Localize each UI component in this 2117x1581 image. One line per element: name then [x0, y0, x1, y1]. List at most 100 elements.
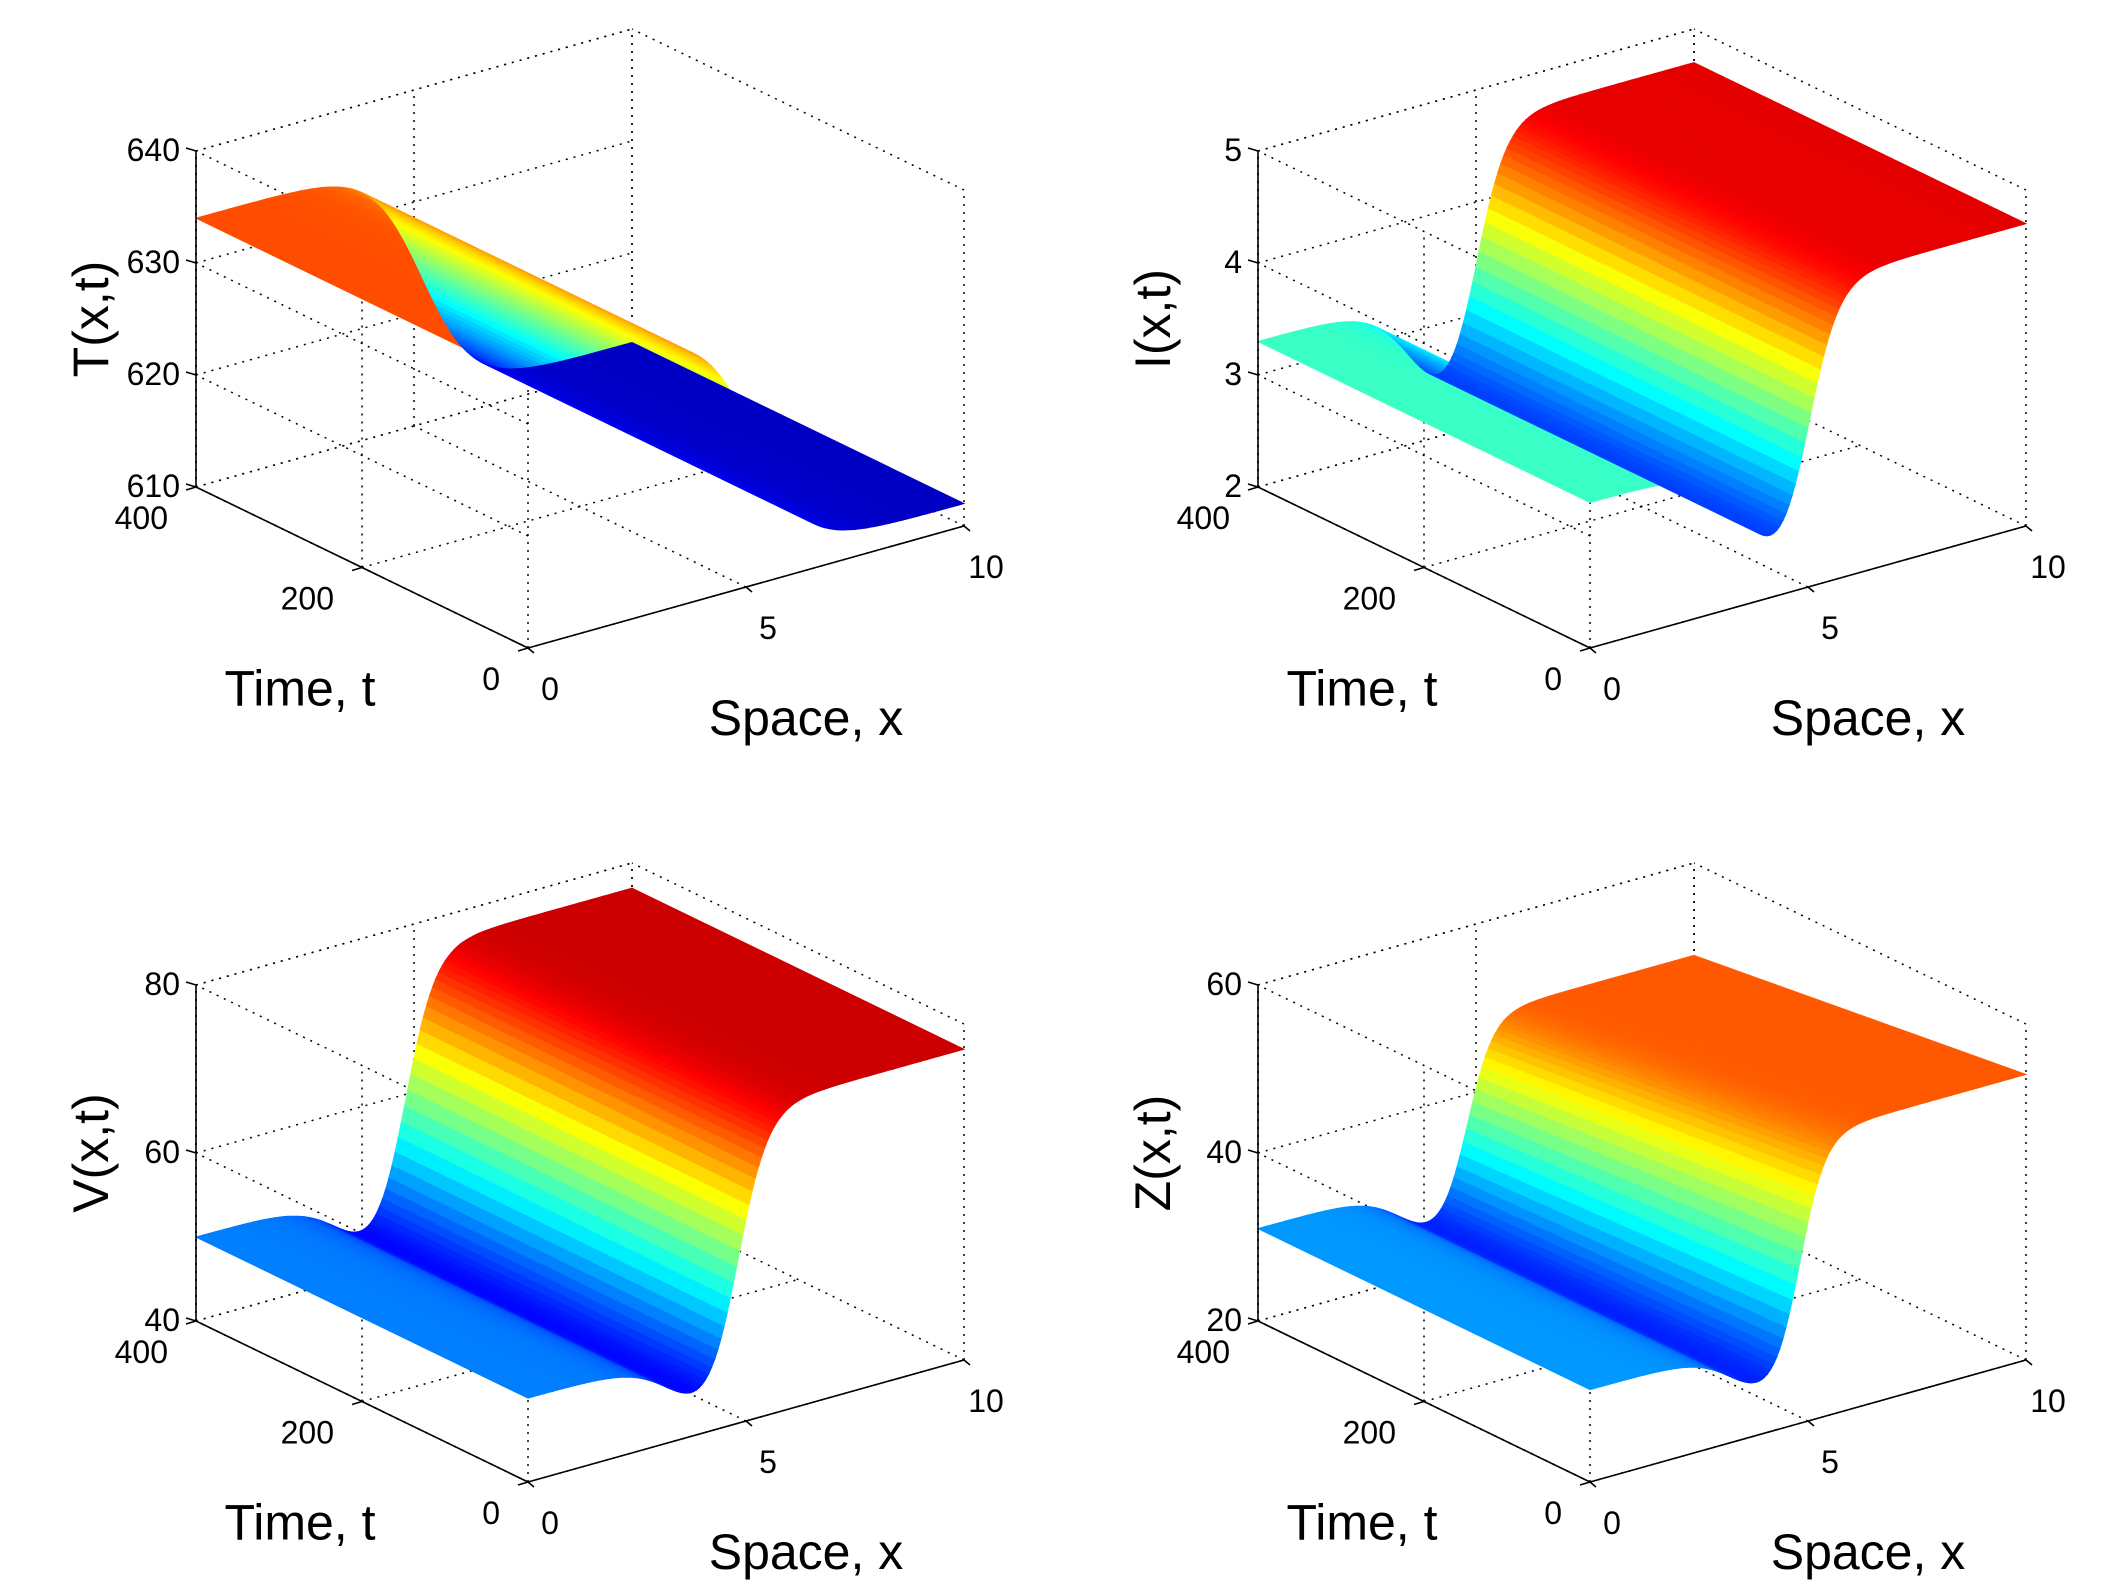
surface-strip [558, 360, 898, 524]
x-tick [2025, 525, 2033, 532]
x-tick-label: 5 [1821, 610, 1839, 646]
y-tick [1247, 486, 1259, 491]
z-tick-label: 2 [1224, 468, 1242, 504]
y-tick-label: 0 [1544, 1495, 1562, 1531]
z-tick [185, 1149, 197, 1154]
y-tick-label: 0 [482, 1495, 500, 1531]
z-tick-label: 40 [144, 1302, 180, 1338]
gridline [1693, 1198, 2027, 1361]
y-tick [185, 1320, 197, 1325]
z-tick [185, 371, 197, 376]
x-tick-label: 10 [968, 1383, 1004, 1419]
x-tick [745, 586, 753, 593]
z-tick [1247, 259, 1259, 264]
gridline [195, 984, 529, 1147]
y-tick [1413, 1400, 1425, 1406]
z-tick-label: 630 [127, 244, 180, 280]
gridline [1693, 364, 2027, 527]
x-tick [527, 1481, 535, 1488]
x-tick-label: 0 [1603, 1505, 1621, 1541]
surface-strip [627, 887, 966, 1051]
y-axis-label: Time, t [225, 661, 376, 717]
z-tick [1247, 371, 1259, 376]
surface-strip [568, 357, 907, 521]
gridline [1475, 425, 1809, 588]
y-tick-label: 200 [1343, 1415, 1396, 1451]
y-tick [1579, 1481, 1591, 1486]
z-tick-label: 640 [127, 132, 180, 168]
z-tick-label: 5 [1224, 132, 1242, 168]
surface-strip [571, 357, 910, 521]
z-tick [185, 981, 197, 986]
gridline [1257, 150, 1591, 313]
z-tick [1247, 981, 1259, 986]
z-tick-label: 610 [127, 468, 180, 504]
surface-strip [577, 355, 916, 519]
z-tick-label: 3 [1224, 356, 1242, 392]
x-tick-label: 5 [759, 1444, 777, 1480]
z-axis-label: I(x,t) [1125, 269, 1181, 369]
z-tick [1247, 1149, 1259, 1154]
z-axis-label: V(x,t) [63, 1093, 119, 1212]
z-tick [185, 147, 197, 152]
y-tick [351, 1400, 363, 1406]
gridline [631, 28, 965, 191]
x-tick [527, 647, 535, 654]
gridline [631, 862, 965, 1025]
gridline [195, 140, 633, 264]
x-tick [963, 525, 971, 532]
z-tick [1247, 483, 1259, 488]
gridline [195, 28, 633, 152]
z-tick-label: 620 [127, 356, 180, 392]
x-tick-label: 0 [541, 671, 559, 707]
surface-strip [1689, 954, 2028, 1076]
y-tick [351, 566, 363, 572]
x-axis-label: Space, x [709, 1524, 904, 1580]
y-tick-label: 200 [1343, 581, 1396, 617]
z-tick [185, 259, 197, 264]
surface-strip [1689, 62, 2028, 226]
x-axis-label: Space, x [709, 690, 904, 746]
y-tick-label: 400 [115, 1334, 168, 1370]
x-tick-label: 10 [968, 549, 1004, 585]
y-tick-label: 200 [281, 581, 334, 617]
y-axis-label: Time, t [1287, 661, 1438, 717]
z-tick-label: 20 [1206, 1302, 1242, 1338]
x-tick [1807, 1420, 1815, 1427]
z-tick [1247, 147, 1259, 152]
x-tick [1589, 647, 1597, 654]
y-tick-label: 400 [1177, 500, 1230, 536]
y-tick-label: 400 [1177, 1334, 1230, 1370]
x-tick [963, 1359, 971, 1366]
x-tick-label: 10 [2030, 549, 2066, 585]
x-tick-label: 0 [541, 1505, 559, 1541]
gridline [195, 862, 633, 986]
gridline [413, 425, 747, 588]
gridline [1693, 862, 2027, 1025]
x-axis-label: Space, x [1771, 1524, 1966, 1580]
z-tick-label: 80 [144, 966, 180, 1002]
y-tick-label: 0 [1544, 661, 1562, 697]
z-tick-label: 60 [144, 1134, 180, 1170]
gridline [1257, 862, 1695, 986]
z-tick [185, 483, 197, 488]
y-tick-label: 400 [115, 500, 168, 536]
gridline [1257, 984, 1591, 1147]
y-tick [517, 647, 529, 652]
x-tick [1589, 1481, 1597, 1488]
y-axis-label: Time, t [225, 1495, 376, 1551]
gridline [1693, 28, 2027, 191]
x-tick-label: 0 [1603, 671, 1621, 707]
y-tick [185, 486, 197, 491]
x-tick-label: 5 [1821, 1444, 1839, 1480]
gridline [1257, 28, 1695, 152]
y-tick [1247, 1320, 1259, 1325]
z-tick-label: 40 [1206, 1134, 1242, 1170]
x-tick [745, 1420, 753, 1427]
surface-strip [562, 359, 901, 523]
z-tick-label: 4 [1224, 244, 1242, 280]
